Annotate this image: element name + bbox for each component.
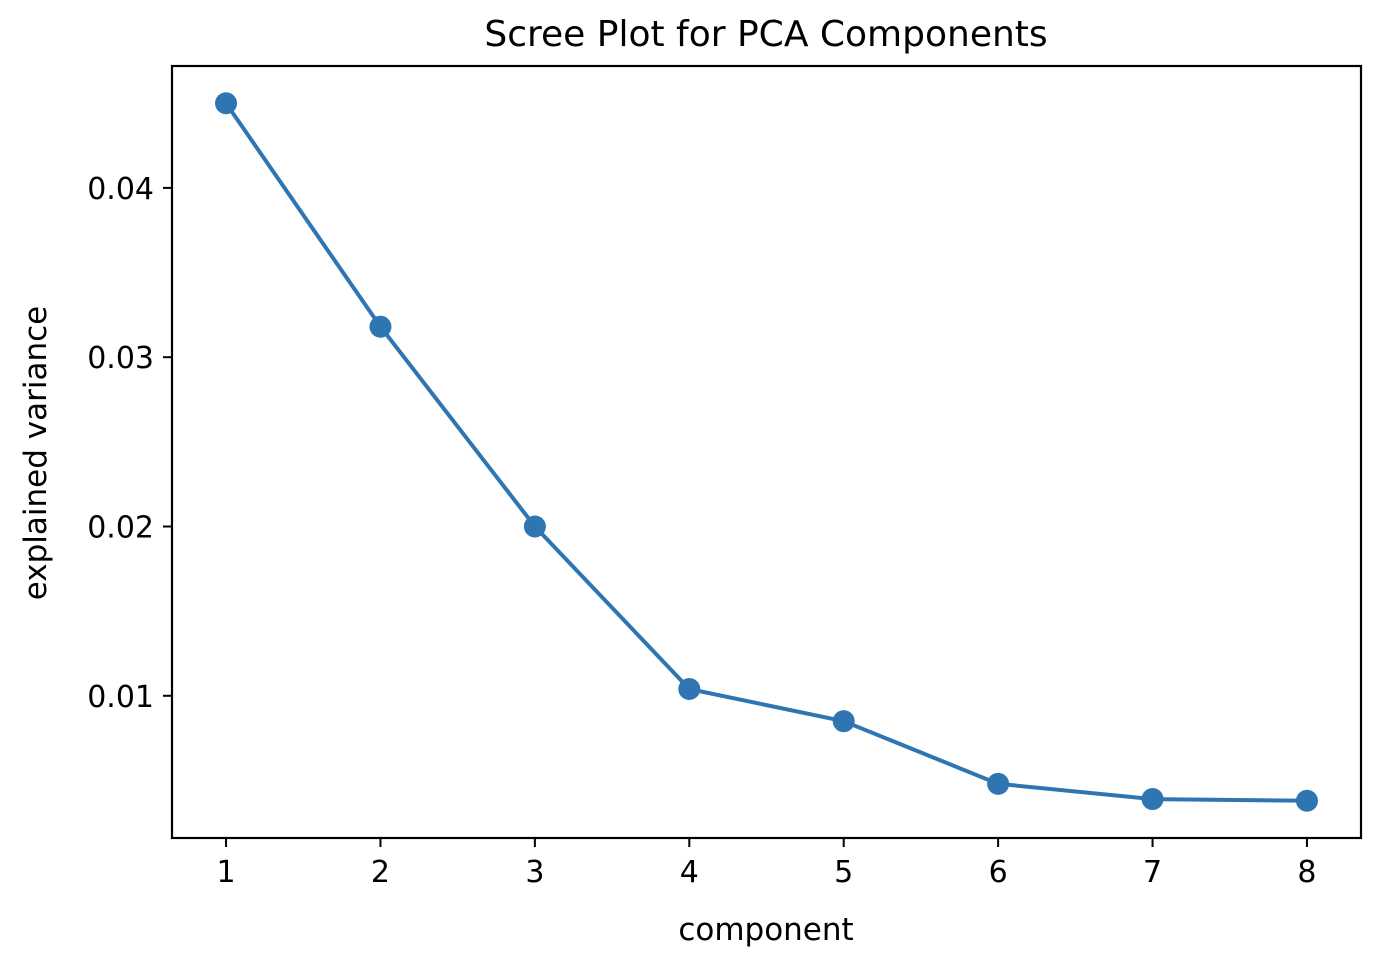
x-tick-label: 2 xyxy=(371,855,390,890)
data-point xyxy=(1295,789,1318,812)
data-point xyxy=(678,678,701,701)
data-point xyxy=(1141,788,1164,811)
x-tick-label: 1 xyxy=(216,855,235,890)
chart-title: Scree Plot for PCA Components xyxy=(484,14,1047,55)
x-axis-label: component xyxy=(678,912,853,948)
data-point xyxy=(369,315,392,338)
data-point xyxy=(523,515,546,538)
x-tick-label: 3 xyxy=(525,855,544,890)
plot-frame xyxy=(170,64,1363,840)
x-tick-label: 6 xyxy=(989,855,1008,890)
y-tick-label: 0.02 xyxy=(87,510,154,545)
y-axis-label: explained variance xyxy=(18,306,54,601)
series-line xyxy=(224,102,1308,803)
y-tick-label: 0.03 xyxy=(87,341,154,376)
x-tick-label: 4 xyxy=(680,855,699,890)
data-point xyxy=(832,710,855,733)
x-tick-label: 8 xyxy=(1297,855,1316,890)
y-tick-label: 0.01 xyxy=(87,680,154,715)
x-tick-label: 7 xyxy=(1143,855,1162,890)
y-tick-label: 0.04 xyxy=(87,172,154,207)
data-point xyxy=(987,772,1010,795)
data-point xyxy=(215,92,238,115)
x-tick-label: 5 xyxy=(834,855,853,890)
plot-area: 1 2 3 4 5 6 7 8 0.01 0.02 0.03 0.04 xyxy=(87,64,1363,890)
